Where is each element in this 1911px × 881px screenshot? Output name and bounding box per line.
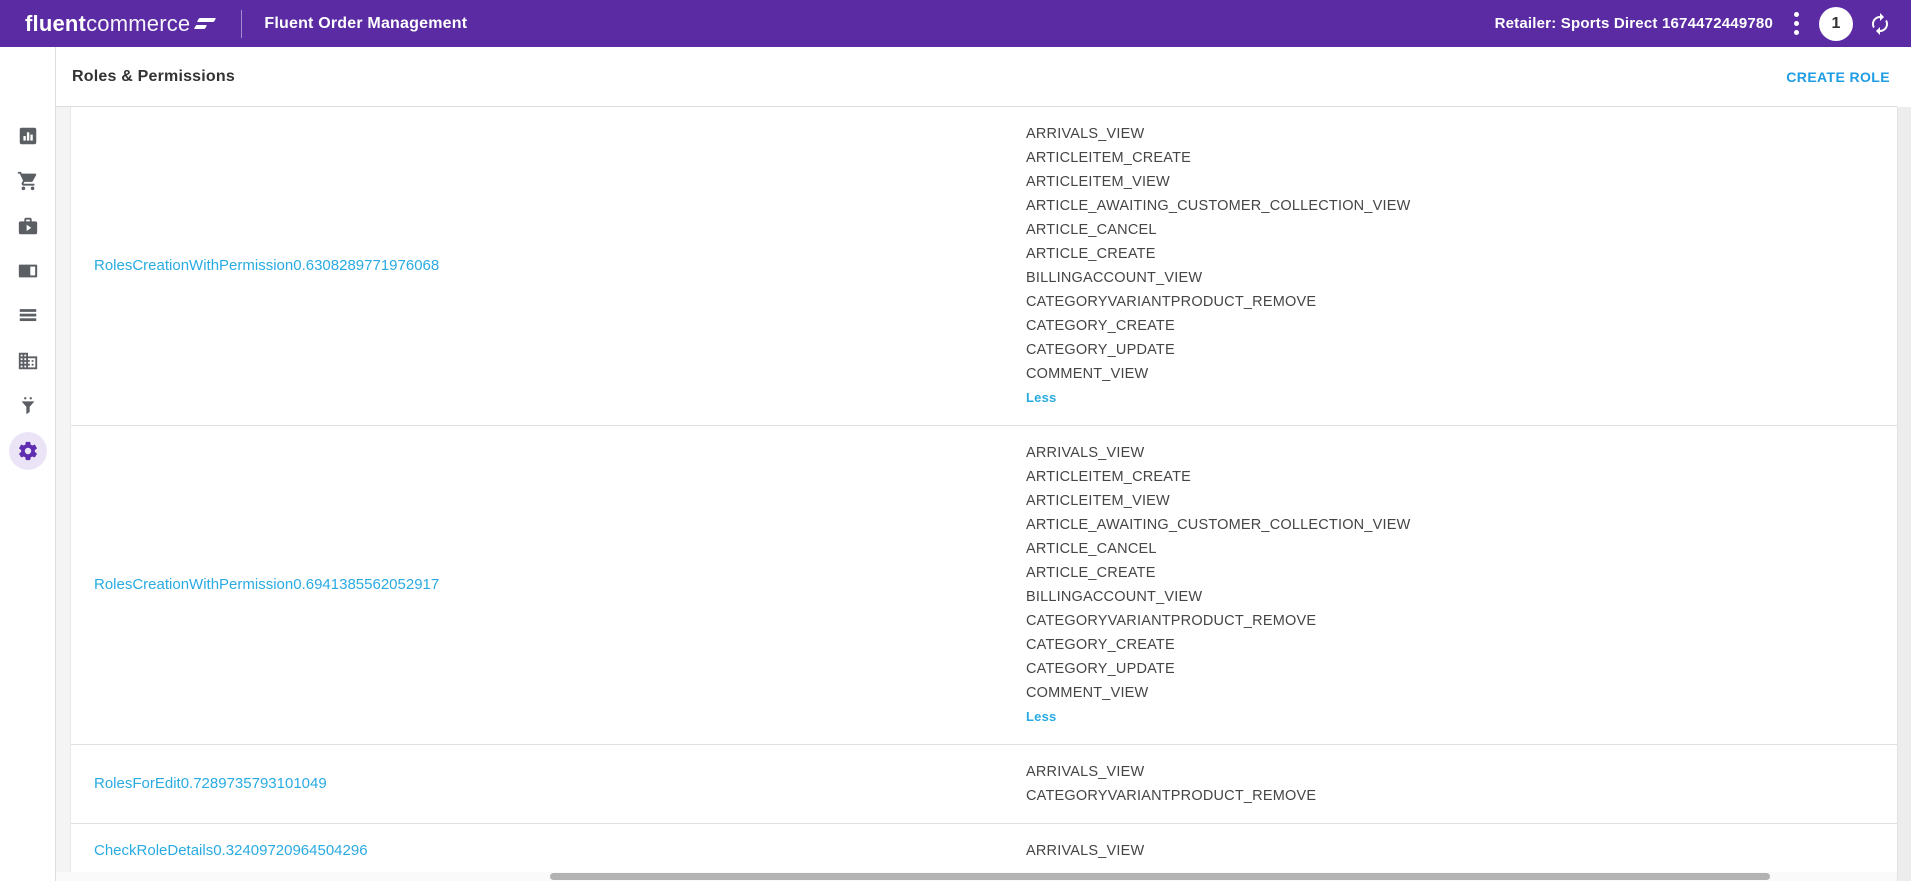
permission-item: ARRIVALS_VIEW [1026, 843, 1145, 859]
horizontal-scrollbar-thumb[interactable] [550, 873, 1770, 880]
role-name-link[interactable]: RolesCreationWithPermission0.69413855620… [94, 576, 440, 593]
permission-item: ARTICLE_CANCEL [1026, 541, 1157, 557]
create-role-button[interactable]: CREATE ROLE [1786, 69, 1890, 85]
permission-item: ARRIVALS_VIEW [1026, 126, 1145, 142]
permission-item: ARTICLEITEM_VIEW [1026, 493, 1170, 509]
gear-icon [18, 441, 37, 460]
topbar-divider [241, 9, 243, 38]
sidebar-item-analytics[interactable] [8, 113, 48, 158]
sidebar-item-orders[interactable] [8, 158, 48, 203]
role-name-link[interactable]: CheckRoleDetails0.32409720964504296 [94, 842, 368, 859]
roles-table: RolesCreationWithPermission0.63082897719… [70, 107, 1897, 879]
role-name-cell: RolesCreationWithPermission0.69413855620… [71, 576, 1026, 594]
cart-icon [17, 171, 36, 190]
table-row: CheckRoleDetails0.32409720964504296 ARRI… [71, 824, 1897, 879]
permission-item: BILLINGACCOUNT_VIEW [1026, 270, 1203, 286]
table-row: RolesCreationWithPermission0.69413855620… [71, 426, 1897, 745]
funnel-icon [21, 396, 34, 414]
horizontal-scrollbar-track[interactable] [56, 872, 1897, 881]
permission-item: COMMENT_VIEW [1026, 366, 1149, 382]
role-name-link[interactable]: RolesCreationWithPermission0.63082897719… [94, 257, 440, 274]
permissions-cell: ARRIVALS_VIEW ARTICLEITEM_CREATE ARTICLEIT… [1026, 122, 1897, 410]
permission-item: ARTICLE_CANCEL [1026, 222, 1157, 238]
list-icon [19, 308, 36, 321]
table-row: RolesCreationWithPermission0.63082897719… [71, 107, 1897, 426]
bar-chart-icon [19, 127, 36, 144]
sidebar-item-settings[interactable] [8, 428, 48, 473]
app-title: Fluent Order Management [264, 14, 468, 32]
toggle-permissions-link[interactable]: Less [1026, 390, 1057, 405]
refresh-icon[interactable] [1867, 11, 1893, 37]
vertical-scrollbar-track[interactable] [1897, 107, 1911, 881]
permission-item: CATEGORY_UPDATE [1026, 661, 1175, 677]
notification-badge[interactable]: 1 [1819, 6, 1853, 41]
sidebar-item-products[interactable] [8, 203, 48, 248]
permission-item: CATEGORY_UPDATE [1026, 342, 1175, 358]
building-icon [18, 352, 37, 369]
logo-text-bold: fluent [25, 10, 87, 36]
permissions-cell: ARRIVALS_VIEW CATEGORYVARIANTPRODUCT_REMO… [1026, 760, 1897, 808]
permissions-cell: ARRIVALS_VIEW [1026, 839, 1897, 863]
retailer-label: Retailer: Sports Direct 1674472449780 [1494, 15, 1773, 32]
permission-item: ARTICLE_CREATE [1026, 565, 1156, 581]
permission-item: ARRIVALS_VIEW [1026, 445, 1145, 461]
permissions-list: ARRIVALS_VIEW ARTICLEITEM_CREATE ARTICLEIT… [1026, 122, 1897, 410]
permission-item: CATEGORY_CREATE [1026, 318, 1175, 334]
logo-text-light: commerce [86, 10, 191, 36]
permission-item: BILLINGACCOUNT_VIEW [1026, 589, 1203, 605]
permission-item: ARTICLE_CREATE [1026, 246, 1156, 262]
page-title: Roles & Permissions [72, 68, 235, 85]
topbar: fluent commerce Fluent Order Management R… [0, 0, 1911, 47]
permission-item: ARTICLE_AWAITING_CUSTOMER_COLLECTION_VIE… [1026, 198, 1411, 214]
topbar-right: Retailer: Sports Direct 1674472449780 1 [1494, 6, 1893, 41]
permission-item: ARTICLEITEM_CREATE [1026, 150, 1192, 166]
page-header: Roles & Permissions CREATE ROLE [0, 47, 1911, 107]
permissions-cell: ARRIVALS_VIEW ARTICLEITEM_CREATE ARTICLEIT… [1026, 441, 1897, 729]
permissions-list: ARRIVALS_VIEW [1026, 839, 1897, 863]
panel-icon [18, 264, 37, 277]
permission-item: CATEGORYVARIANTPRODUCT_REMOVE [1026, 613, 1317, 629]
sidebar [0, 47, 56, 881]
sidebar-item-lists[interactable] [8, 293, 48, 338]
permission-item: ARTICLEITEM_VIEW [1026, 174, 1170, 190]
permission-item: ARTICLEITEM_CREATE [1026, 469, 1192, 485]
fluent-logo-mark-icon [194, 16, 217, 32]
role-name-cell: CheckRoleDetails0.32409720964504296 [71, 842, 1026, 860]
role-name-link[interactable]: RolesForEdit0.7289735793101049 [94, 775, 327, 792]
permissions-list: ARRIVALS_VIEW CATEGORYVARIANTPRODUCT_REMO… [1026, 760, 1897, 808]
sidebar-item-inventory[interactable] [8, 248, 48, 293]
permission-item: CATEGORYVARIANTPRODUCT_REMOVE [1026, 294, 1317, 310]
header-divider [55, 106, 1897, 107]
role-name-cell: RolesForEdit0.7289735793101049 [71, 775, 1026, 793]
sidebar-item-locations[interactable] [8, 338, 48, 383]
role-name-cell: RolesCreationWithPermission0.63082897719… [71, 257, 1026, 275]
active-item-halo [8, 431, 47, 470]
kebab-menu-icon[interactable] [1787, 11, 1805, 37]
permission-item: CATEGORYVARIANTPRODUCT_REMOVE [1026, 788, 1317, 804]
permissions-list: ARRIVALS_VIEW ARTICLEITEM_CREATE ARTICLEIT… [1026, 441, 1897, 729]
table-row: RolesForEdit0.7289735793101049 ARRIVALS_… [71, 745, 1897, 824]
permission-item: CATEGORY_CREATE [1026, 637, 1175, 653]
sidebar-item-insights[interactable] [8, 383, 48, 428]
toggle-permissions-link[interactable]: Less [1026, 709, 1057, 724]
permission-item: COMMENT_VIEW [1026, 685, 1149, 701]
fluentcommerce-logo: fluent commerce [25, 11, 217, 37]
permission-item: ARTICLE_AWAITING_CUSTOMER_COLLECTION_VIE… [1026, 517, 1411, 533]
briefcase-play-icon [18, 217, 37, 234]
permission-item: ARRIVALS_VIEW [1026, 764, 1145, 780]
